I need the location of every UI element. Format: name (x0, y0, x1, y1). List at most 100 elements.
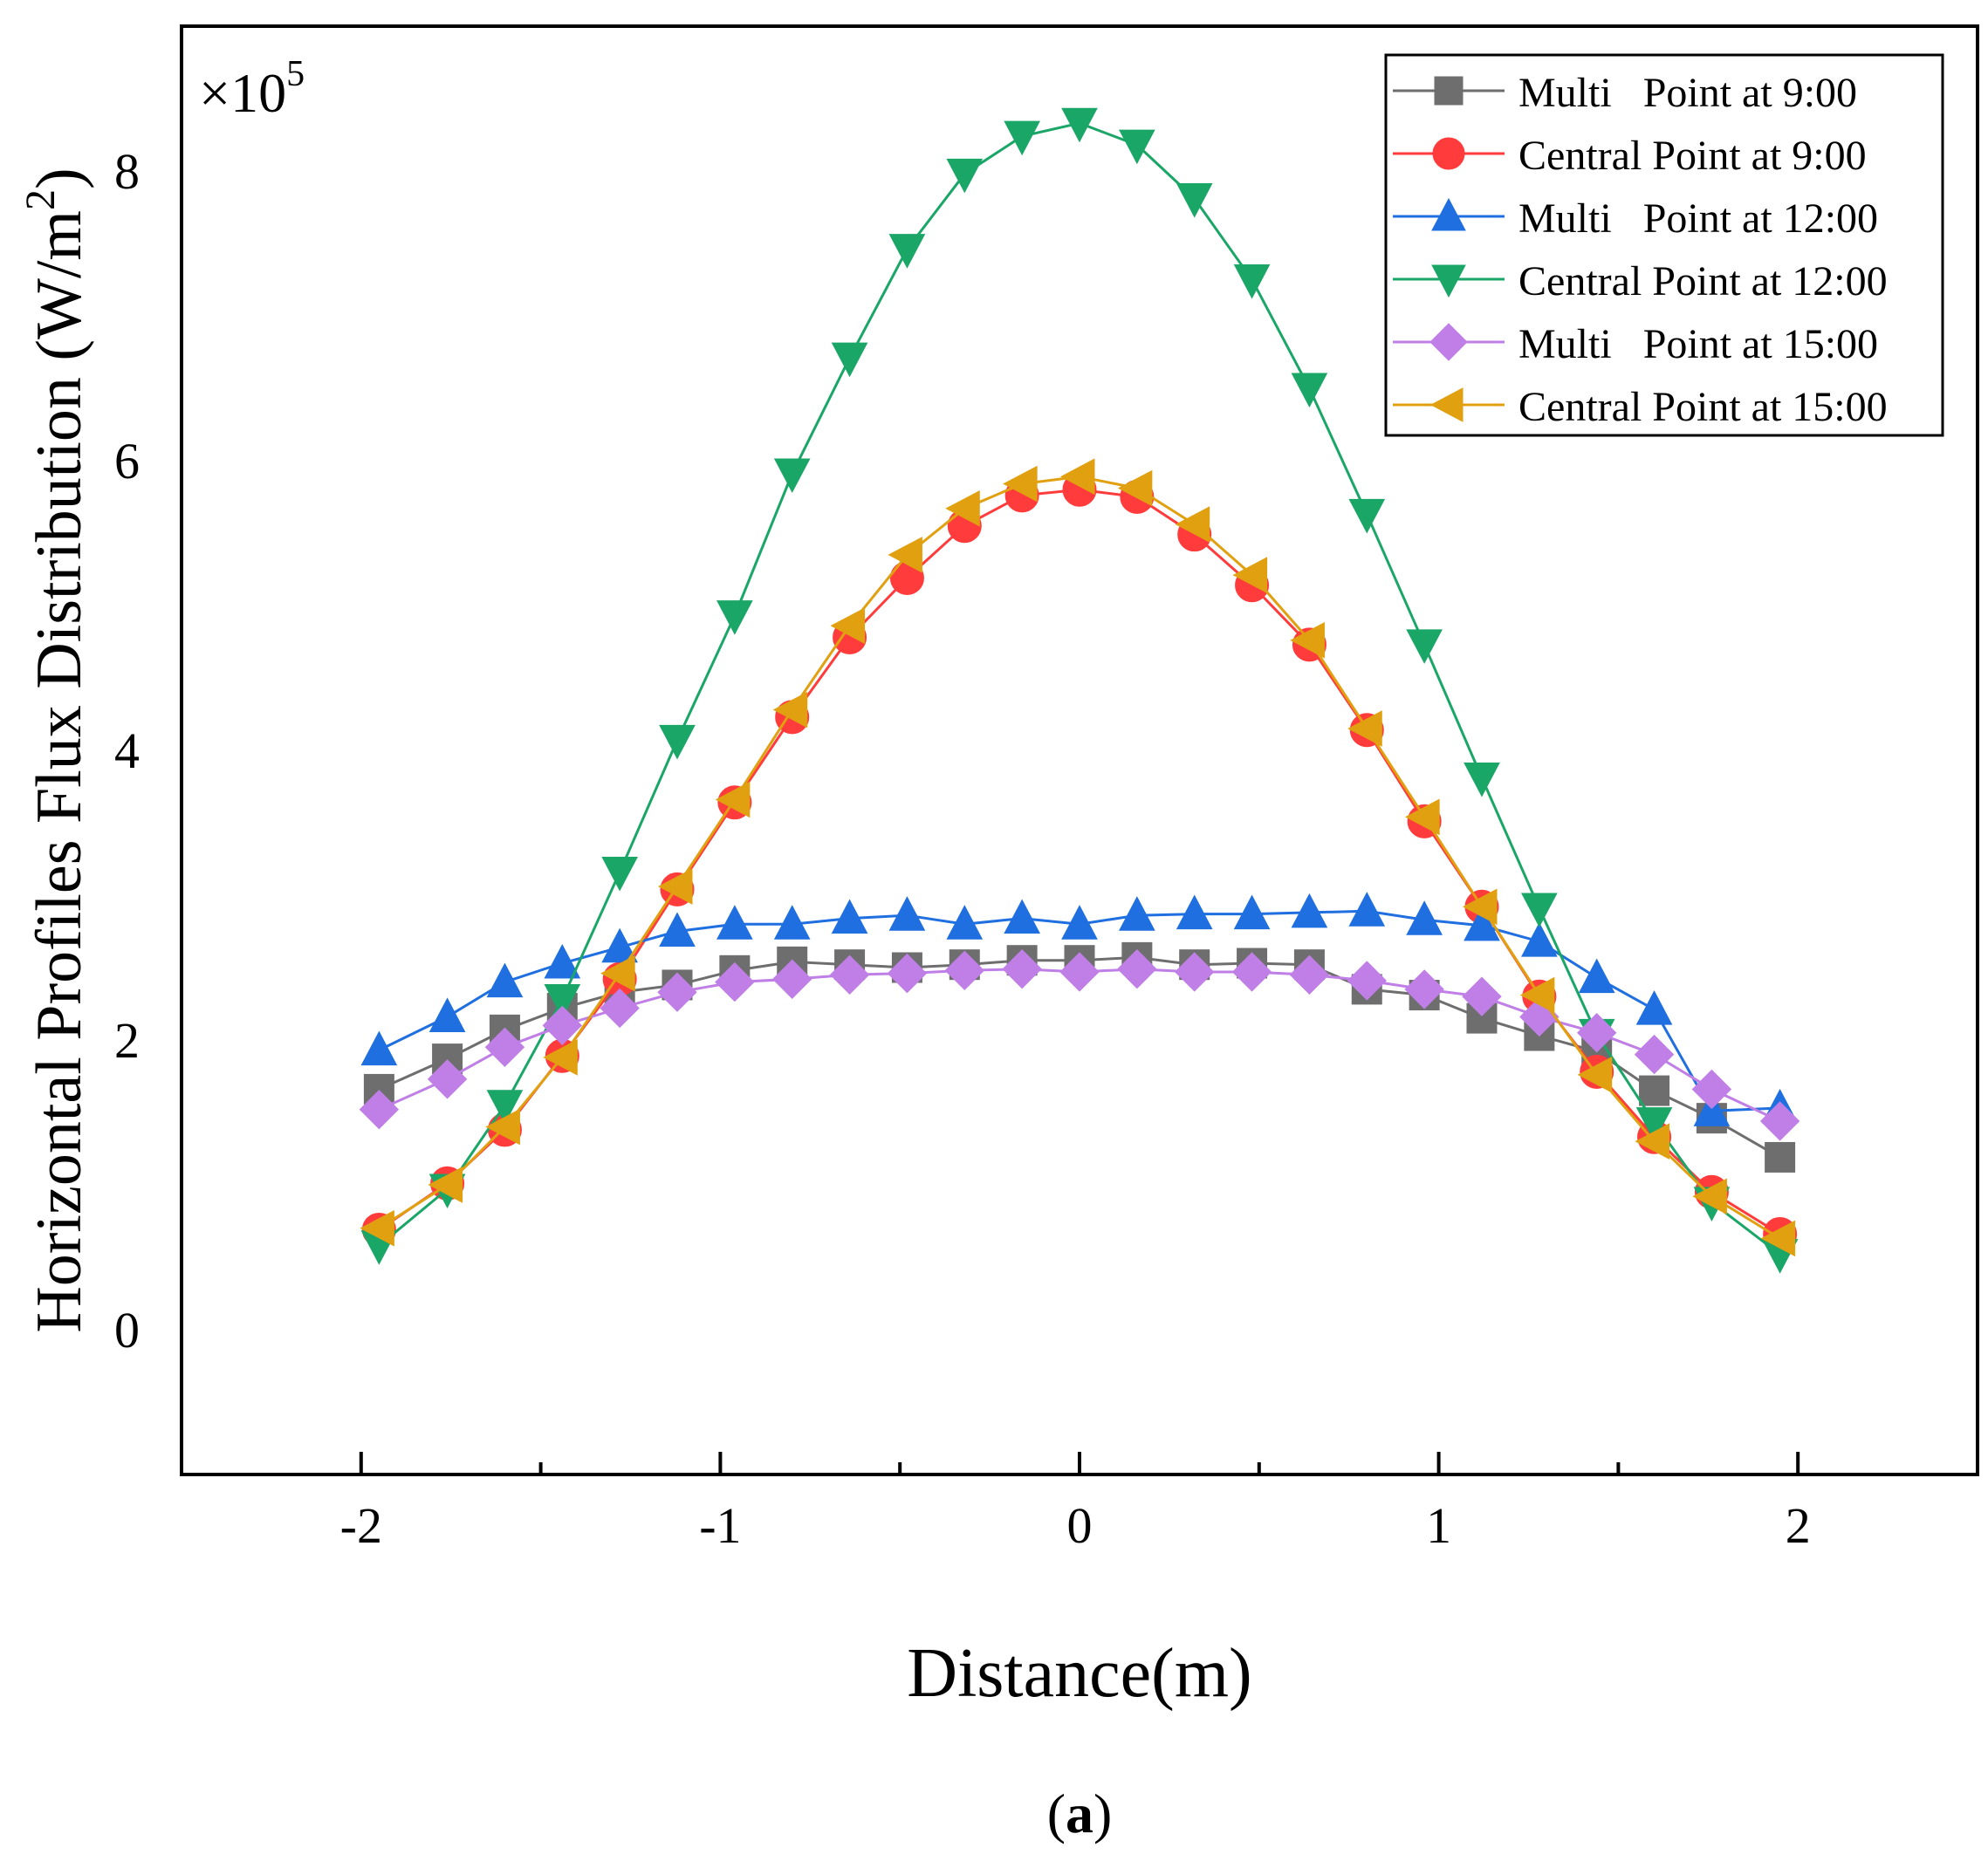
x-tick-label: 1 (1426, 1497, 1451, 1554)
legend-item: Multi Point at 15:00 (1393, 321, 1878, 367)
multiplier-exponent: 5 (286, 54, 305, 94)
data-point-triangle-up (1004, 899, 1040, 934)
data-point-triangle-down (1464, 763, 1500, 797)
data-point-triangle-left (715, 781, 751, 818)
series-6 (360, 458, 1796, 1257)
legend-label: Central Point at 12:00 (1518, 258, 1888, 304)
data-point-diamond (1231, 952, 1272, 992)
data-point-diamond (1347, 961, 1387, 1001)
data-point-triangle-left (830, 607, 866, 645)
data-point-triangle-up (544, 943, 581, 979)
legend: Multi Point at 9:00 Central Point at 9:00… (1384, 53, 1944, 437)
legend-item: Multi Point at 12:00 (1393, 195, 1878, 242)
data-point-diamond (600, 988, 640, 1029)
data-point-triangle-up (716, 905, 753, 940)
panel-label-letter: a (1066, 1782, 1093, 1844)
series-4 (360, 107, 1799, 1274)
data-point-circle (1432, 137, 1465, 170)
data-point-triangle-down (1119, 129, 1155, 165)
data-point-triangle-left (1117, 469, 1153, 507)
data-point-diamond (542, 1005, 583, 1046)
data-point-triangle-left (1429, 387, 1464, 422)
data-point-triangle-left (772, 691, 808, 729)
y-tick-label: 8 (114, 143, 140, 200)
series-3 (360, 892, 1799, 1126)
data-point-triangle-left (600, 954, 635, 992)
data-point-diamond (427, 1059, 468, 1099)
data-point-triangle-left (1577, 1057, 1613, 1093)
data-point-triangle-left (485, 1108, 520, 1146)
x-axis: -2 -1 0 1 2 (340, 1452, 1811, 1554)
data-point-diamond (1175, 952, 1215, 992)
data-point-triangle-left (1760, 1220, 1796, 1257)
data-point-diamond (657, 972, 697, 1012)
data-point-triangle-left (360, 1209, 394, 1247)
data-point-triangle-left (1059, 458, 1095, 496)
data-point-triangle-down (1635, 1107, 1673, 1142)
data-point-triangle-up (1431, 197, 1466, 231)
data-point-triangle-down (659, 724, 696, 760)
data-point-triangle-down (716, 600, 753, 635)
y-axis-label-sup: 2 (17, 189, 64, 210)
data-point-triangle-left (1462, 888, 1498, 926)
data-point-triangle-up (601, 927, 638, 963)
y-tick-label: 2 (114, 1012, 140, 1069)
data-point-diamond (484, 1027, 525, 1068)
x-tick-label: 2 (1786, 1497, 1811, 1554)
data-point-diamond (1576, 1012, 1617, 1053)
data-point-triangle-down (544, 984, 581, 1019)
data-point-triangle-up (428, 997, 466, 1032)
y-axis-label-text: Horizontal Profiles Flux Distribution (W… (24, 210, 95, 1333)
data-point-diamond (1429, 323, 1468, 361)
panel-label: (a) (1047, 1782, 1113, 1844)
data-point-diamond (1462, 976, 1502, 1016)
data-point-triangle-left (543, 1039, 578, 1076)
y-tick-label: 4 (114, 722, 140, 779)
legend-frame (1384, 53, 1944, 437)
data-point-triangle-left (1175, 506, 1210, 543)
data-point-triangle-left (945, 489, 980, 527)
legend-item: Central Point at 12:00 (1393, 258, 1888, 304)
data-point-diamond (1404, 969, 1444, 1009)
data-point-triangle-down (1521, 893, 1558, 928)
data-point-triangle-left (1635, 1123, 1670, 1160)
data-point-triangle-left (1290, 622, 1325, 659)
data-point-triangle-down (1431, 264, 1466, 298)
data-point-diamond (359, 1089, 400, 1130)
x-tick-label: -2 (340, 1497, 382, 1554)
data-point-triangle-up (773, 905, 811, 940)
data-point-triangle-up (360, 1030, 398, 1066)
legend-item: Multi Point at 9:00 (1393, 70, 1857, 116)
data-point-diamond (1289, 954, 1330, 995)
data-point-square (1434, 76, 1464, 106)
series-2 (361, 472, 1798, 1251)
data-point-triangle-left (1003, 465, 1038, 503)
legend-item: Central Point at 15:00 (1393, 384, 1888, 430)
y-axis-label-close: ) (24, 168, 95, 189)
data-point-triangle-down (831, 342, 868, 378)
data-point-diamond (772, 959, 812, 999)
data-point-diamond (1691, 1069, 1732, 1110)
data-point-triangle-left (657, 868, 693, 905)
data-point-triangle-up (486, 962, 524, 998)
data-point-triangle-up (1693, 1091, 1731, 1126)
data-point-triangle-left (1519, 976, 1555, 1014)
data-point-triangle-up (1521, 922, 1558, 957)
data-point-triangle-up (831, 899, 868, 934)
data-point-diamond (1002, 948, 1042, 989)
data-point-triangle-down (1176, 183, 1213, 218)
data-point-triangle-left (1405, 798, 1440, 836)
data-point-diamond (715, 961, 755, 1002)
data-point-triangle-up (1348, 892, 1386, 927)
y-tick-label: 6 (114, 433, 140, 489)
data-point-triangle-left (1347, 710, 1382, 747)
data-point-triangle-left (888, 537, 922, 573)
y-tick-label: 0 (114, 1302, 140, 1358)
data-point-triangle-up (1464, 906, 1500, 941)
x-tick-label: -1 (699, 1497, 741, 1554)
data-point-triangle-left (428, 1167, 463, 1203)
data-point-triangle-down (601, 856, 638, 892)
data-point-triangle-up (946, 905, 984, 940)
data-point-triangle-down (1348, 498, 1386, 534)
